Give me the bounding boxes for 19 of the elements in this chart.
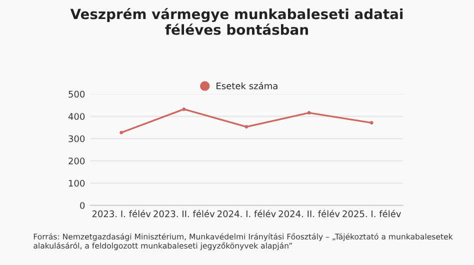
point [182,107,186,111]
x-tick-label: 2024. I. félév [218,210,276,218]
x-tick-label: 2023. II. félév [154,210,215,218]
y-tick-label: 0 [80,202,85,209]
line-series [120,107,374,134]
x-tick-label: 2025. I. félév [342,210,401,218]
point [370,121,374,125]
y-tick-label: 300 [68,135,85,142]
y-tick-label: 400 [68,113,85,120]
point [244,125,248,129]
x-tick-label: 2023. I. félév [92,210,151,218]
x-tick-label: 2024. II. félév [278,210,340,218]
point [120,130,124,134]
chart-title: Veszprém vármegye munkabaleseti adatai féléves bontásban [70,8,403,35]
legend-label: Esetek száma [216,82,278,90]
point [307,111,311,115]
y-tick-label: 200 [68,158,85,164]
y-tick-label: 500 [68,90,85,98]
y-tick-label: 100 [68,180,85,187]
